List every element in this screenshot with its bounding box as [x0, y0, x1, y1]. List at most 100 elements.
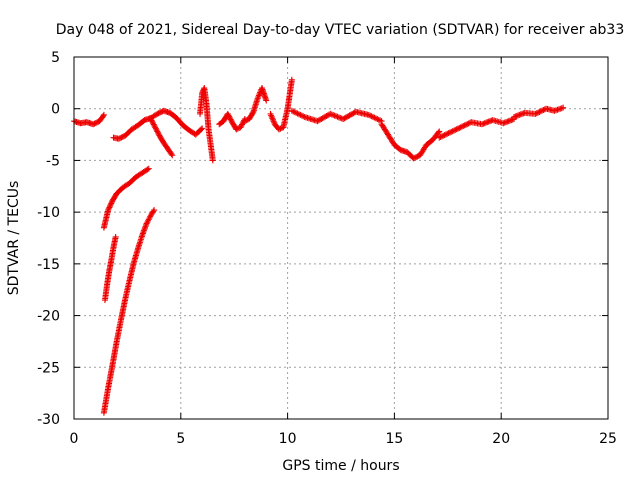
data-point — [342, 114, 349, 121]
data-point — [315, 117, 322, 124]
x-tick-label: 0 — [70, 431, 79, 447]
data-point — [209, 157, 216, 164]
data-point — [345, 113, 352, 120]
data-point — [318, 115, 325, 122]
data-point — [156, 109, 163, 116]
data-point — [143, 220, 150, 227]
data-point — [461, 122, 468, 129]
data-point — [460, 123, 467, 130]
data-point — [340, 116, 347, 123]
data-point — [155, 129, 162, 136]
data-point — [450, 127, 457, 134]
data-point — [458, 123, 465, 130]
data-point — [147, 116, 154, 123]
data-point — [238, 122, 245, 129]
data-point — [343, 113, 350, 120]
y-tick-label: -5 — [46, 153, 60, 169]
data-point — [540, 107, 547, 114]
data-point — [243, 117, 250, 124]
data-point — [239, 121, 246, 128]
data-point — [293, 109, 300, 116]
data-point — [441, 132, 448, 139]
y-tick-label: -25 — [37, 360, 60, 376]
data-point — [411, 154, 418, 161]
data-point — [350, 110, 357, 117]
data-point — [298, 112, 305, 119]
data-point — [438, 133, 445, 140]
data-point — [319, 115, 326, 122]
data-point — [349, 110, 356, 117]
data-point — [149, 118, 156, 125]
data-point — [100, 113, 107, 120]
data-point — [464, 121, 471, 128]
data-point — [227, 116, 234, 123]
data-point — [108, 200, 115, 207]
data-point — [435, 129, 442, 136]
data-point — [375, 116, 382, 123]
data-point — [107, 203, 114, 210]
data-point — [158, 109, 165, 116]
data-point — [537, 108, 544, 115]
data-point — [145, 216, 152, 223]
data-point — [333, 113, 340, 120]
data-point — [105, 205, 112, 212]
data-point — [413, 154, 420, 161]
data-point — [107, 201, 114, 208]
data-point — [446, 129, 453, 136]
data-point — [539, 107, 546, 114]
data-point — [410, 155, 417, 162]
data-point — [233, 126, 240, 133]
data-point — [112, 233, 119, 240]
data-point — [290, 108, 297, 115]
data-point — [328, 111, 335, 118]
data-point — [277, 125, 284, 132]
data-point — [533, 110, 540, 117]
x-tick-label: 5 — [176, 431, 185, 447]
data-point — [288, 76, 295, 83]
data-point — [370, 113, 377, 120]
data-point — [150, 121, 157, 128]
data-point — [90, 121, 97, 128]
data-point — [155, 110, 162, 117]
data-point — [240, 118, 247, 125]
data-point — [263, 97, 270, 104]
data-point — [153, 111, 160, 118]
data-point — [317, 116, 324, 123]
data-point — [92, 119, 99, 126]
data-point — [442, 131, 449, 138]
data-point — [372, 115, 379, 122]
data-point — [154, 128, 161, 135]
data-point — [454, 125, 461, 132]
data-point — [365, 111, 372, 118]
data-point — [535, 109, 542, 116]
data-point — [154, 110, 161, 117]
data-point — [237, 124, 244, 131]
data-point — [151, 207, 158, 214]
data-point — [536, 108, 543, 115]
data-point — [145, 165, 152, 172]
data-point — [462, 121, 469, 128]
data-point — [314, 118, 321, 125]
data-point — [436, 134, 443, 141]
data-point — [449, 128, 456, 135]
data-point — [168, 151, 175, 158]
data-point — [294, 110, 301, 117]
data-point — [368, 113, 375, 120]
data-point — [249, 110, 256, 117]
data-point — [148, 117, 155, 124]
data-point — [330, 112, 337, 119]
data-point — [445, 130, 452, 137]
data-point — [152, 124, 159, 131]
data-point — [155, 131, 162, 138]
data-point — [91, 120, 98, 127]
data-point — [331, 112, 338, 119]
data-point — [374, 116, 381, 123]
data-point — [94, 119, 101, 126]
axis-ticks: 0 5 10 15 20 25 5 0 -5 -10 -15 -20 -25 -30 — [37, 50, 617, 447]
x-tick-label: 15 — [385, 431, 403, 447]
x-tick-label: 25 — [599, 431, 617, 447]
data-point — [532, 110, 539, 117]
data-point — [371, 114, 378, 121]
y-tick-label: 5 — [51, 50, 60, 66]
